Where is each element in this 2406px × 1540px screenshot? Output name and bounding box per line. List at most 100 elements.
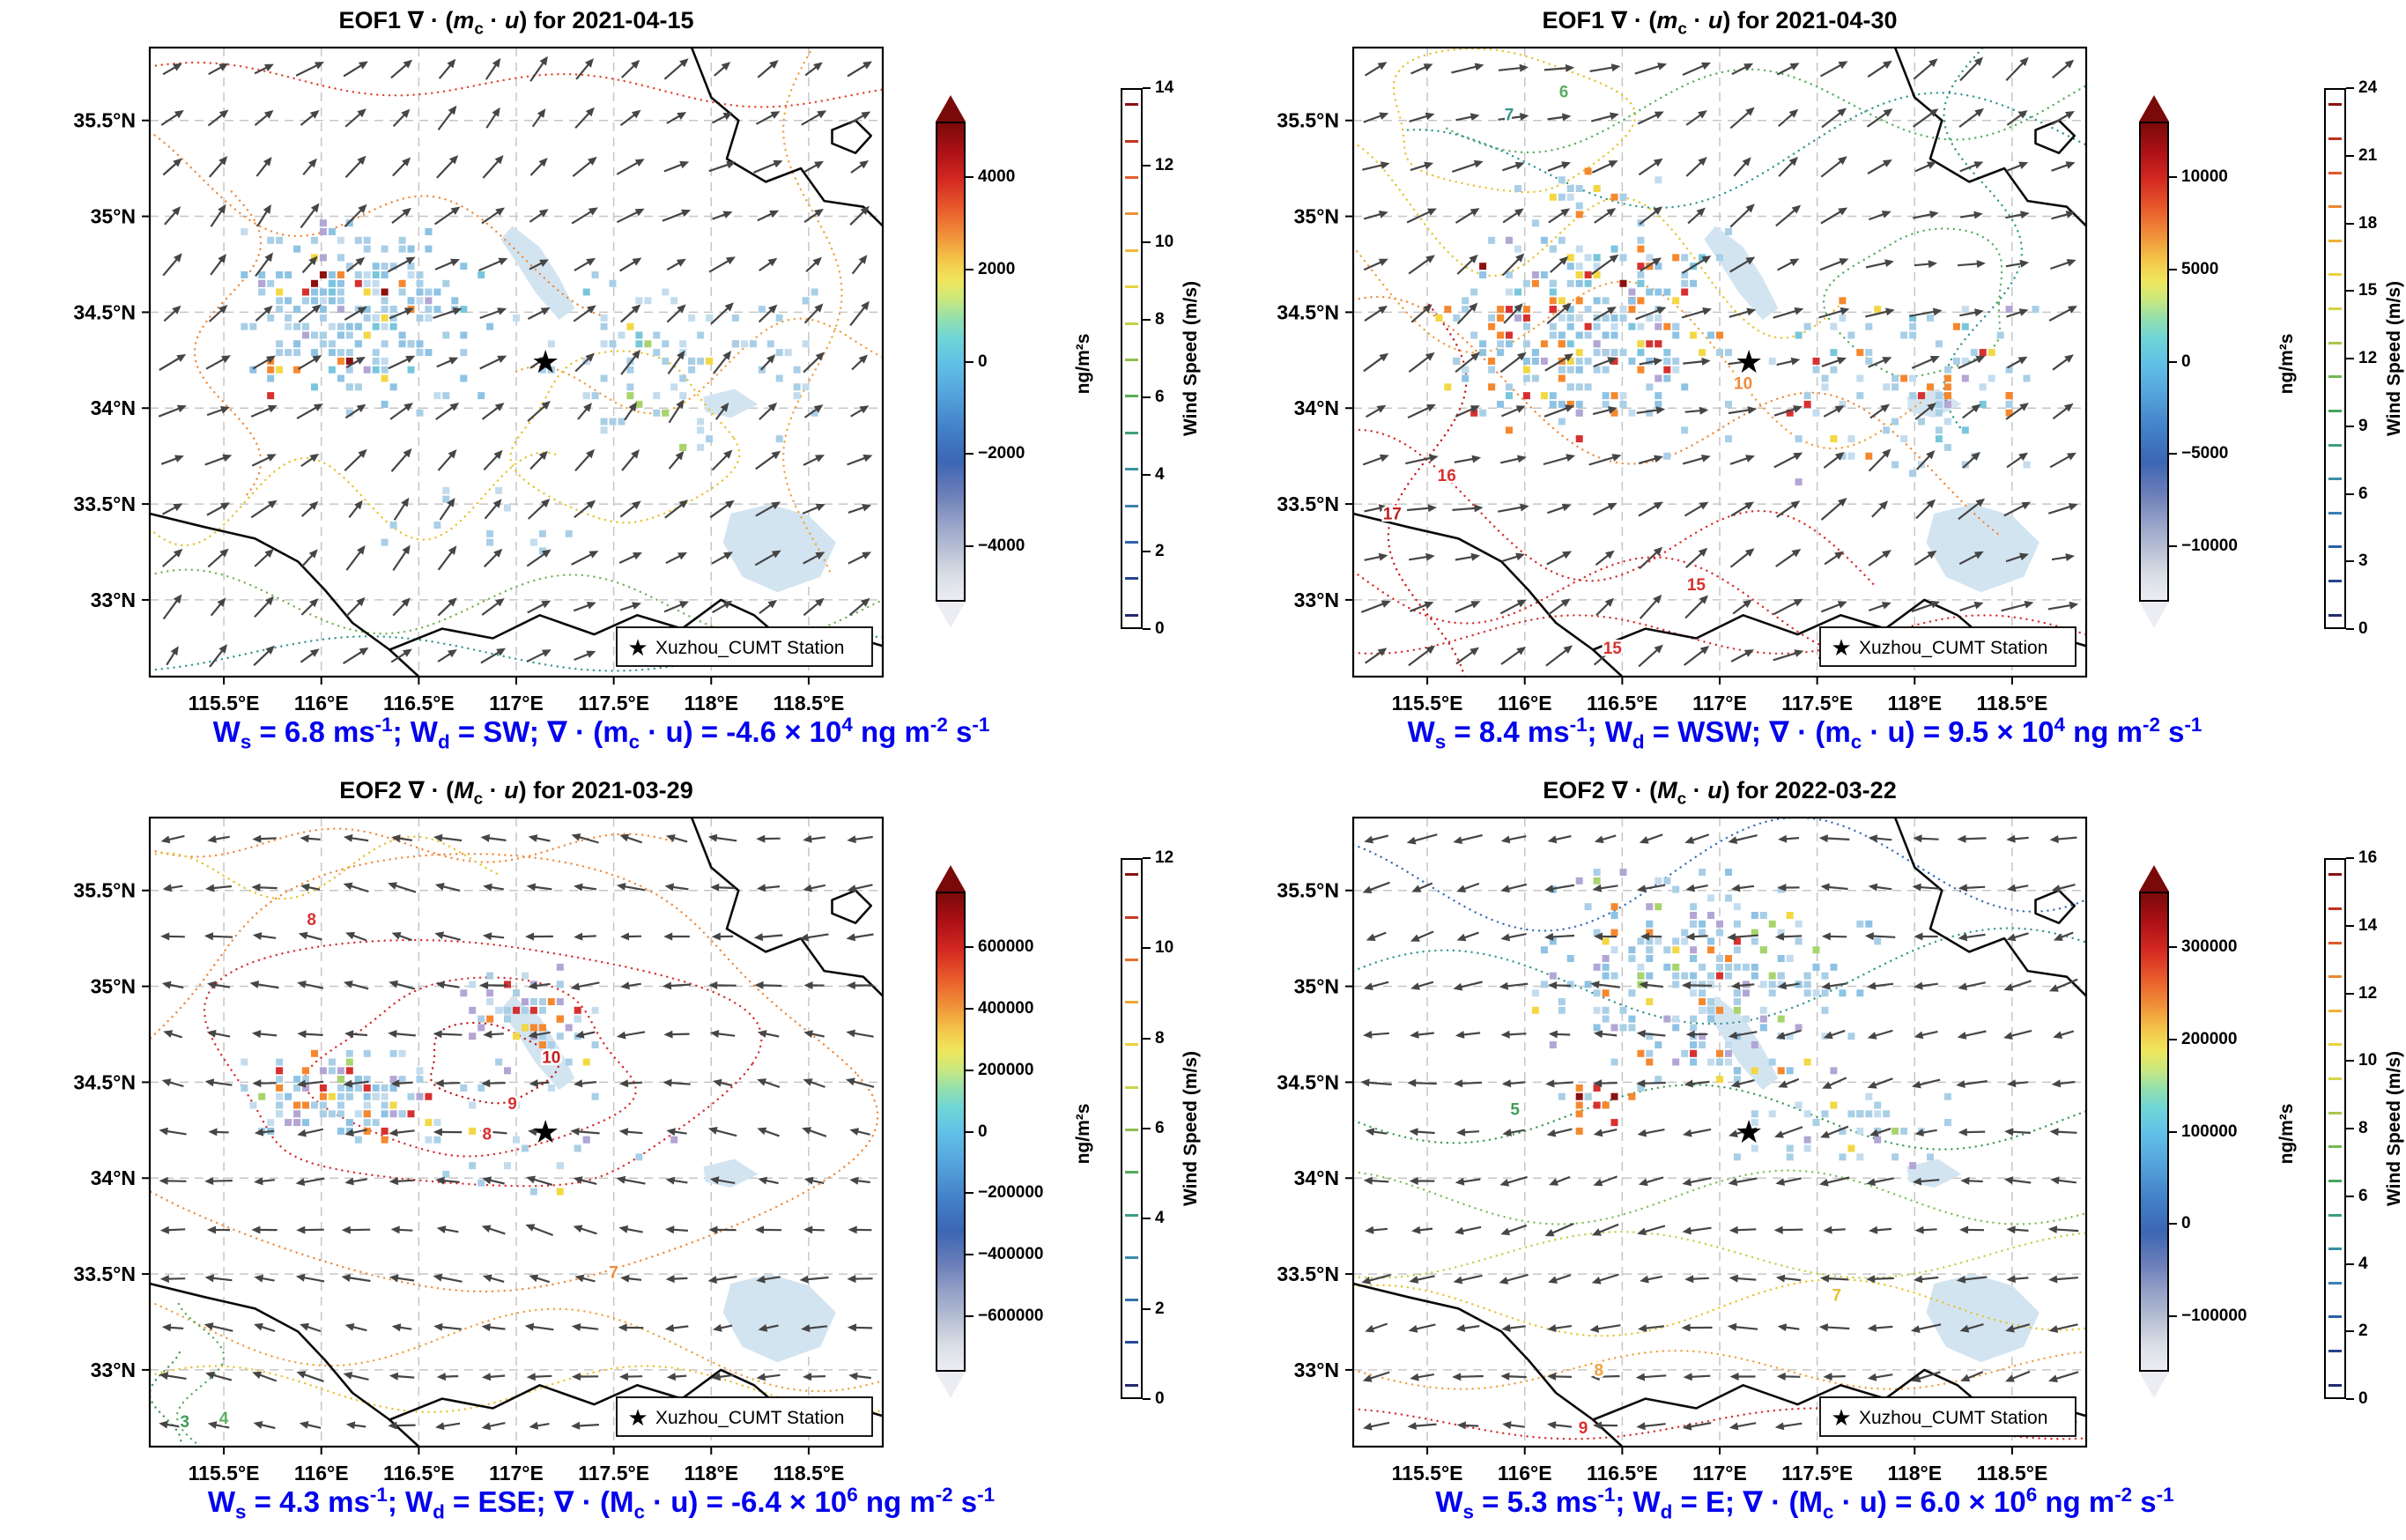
colorbar-unit-label: ng/m²s (2276, 1103, 2297, 1165)
windspeed-colorbar-label: Wind Speed (m/s) (2384, 281, 2404, 436)
windspeed-contour-layer (1353, 818, 2086, 1440)
windspeed-tick-label: 0 (1155, 619, 1165, 638)
windspeed-tick: 21 (2346, 146, 2377, 166)
colorbar-tick: −2000 (966, 444, 1025, 463)
x-tick-label: 116.5°E (383, 692, 455, 714)
windspeed-level-line (1125, 915, 1138, 919)
windspeed-colorbar: 12 10 8 6 4 2 0 Wind Speed (m/s) (1121, 848, 1202, 1408)
windspeed-tick: 12 (1143, 848, 1173, 868)
grid-layer (1353, 48, 2086, 677)
windspeed-tick-label: 10 (2358, 1051, 2378, 1070)
windspeed-tick: 10 (2346, 1051, 2377, 1070)
x-tick-label: 117°E (489, 692, 544, 714)
windspeed-tick: 15 (2346, 281, 2377, 300)
windspeed-tick: 0 (2346, 619, 2368, 639)
contour-label: 8 (1595, 1362, 1604, 1381)
colorbar-upper-arrow-icon (936, 95, 966, 122)
windspeed-tick: 0 (2346, 1389, 2368, 1409)
windspeed-level-line (1125, 1171, 1138, 1174)
colorbar-upper-arrow-icon (2139, 95, 2169, 122)
windspeed-colorbar-ticks: 12 10 8 6 4 2 0 (1143, 848, 1196, 1408)
windspeed-tick-label: 8 (2358, 1119, 2368, 1137)
windspeed-level-line (2328, 273, 2342, 277)
windspeed-tick-label: 4 (2358, 1254, 2368, 1273)
windspeed-level-line (1125, 873, 1138, 877)
colorbar-gradient (936, 892, 966, 1372)
windspeed-level-line (2328, 1179, 2342, 1182)
colorbar-ticks: 4000 2000 0 −2000 −4000 (966, 122, 1098, 602)
windspeed-level-line (2328, 907, 2342, 910)
windspeed-level-line (1125, 1001, 1138, 1004)
windspeed-tick: 24 (2346, 78, 2377, 98)
windspeed-level-line (1125, 1085, 1138, 1089)
windspeed-tick-label: 6 (1155, 1119, 1165, 1137)
windspeed-tick: 12 (2346, 984, 2377, 1003)
panel-title: EOF1 ∇ · (mc · u) for 2021-04-30 (1542, 7, 1898, 39)
divergence-colorbar: 600000 400000 200000 0 −200000 −400000 −600000… (936, 865, 1121, 1403)
x-tick-label: 118.5°E (1977, 1462, 2048, 1484)
windspeed-level-line (2328, 580, 2342, 583)
windspeed-level-line (1125, 958, 1138, 961)
windspeed-level-line (1125, 1341, 1138, 1344)
windspeed-tick: 6 (2346, 485, 2368, 504)
windspeed-level-line (1125, 1213, 1138, 1217)
windspeed-tick: 4 (2346, 1255, 2368, 1274)
windspeed-tick-label: 10 (1155, 233, 1174, 252)
contour-label: 10 (542, 1049, 560, 1068)
y-tick-label: 35.5°N (1277, 109, 1339, 132)
windspeed-level-line (2328, 1315, 2342, 1319)
x-tick-label: 118°E (1887, 1462, 1942, 1484)
windspeed-tick-label: 4 (1155, 1209, 1165, 1228)
colorbar-tick-label: −4000 (978, 537, 1025, 556)
x-tick-label: 118.5°E (774, 692, 845, 714)
legend-star-icon: ★ (627, 634, 648, 661)
legend: ★ Xuzhou_CUMT Station (1819, 1396, 2077, 1437)
y-tick-label: 35°N (91, 205, 136, 228)
contour-label: 6 (1559, 84, 1569, 102)
windspeed-tick-label: 9 (2358, 416, 2368, 435)
colorbar-unit-label: ng/m²s (2276, 333, 2297, 395)
contour-label: 7 (1832, 1287, 1842, 1306)
windspeed-level-line (1125, 431, 1138, 434)
colorbar-tick: 200000 (966, 1061, 1033, 1080)
axis-layer: 115.5°E 116°E 116.5°E 117°E 117.5°E 118°E 118.… (1277, 879, 2047, 1484)
windspeed-tick: 4 (1143, 465, 1165, 485)
axis-layer: 115.5°E 116°E 116.5°E 117°E 117.5°E 118°E 118.… (73, 109, 844, 714)
station-star-icon: ★ (531, 344, 559, 380)
colorbar-lower-arrow-icon (2139, 1372, 2169, 1398)
windspeed-tick: 9 (2346, 417, 2368, 436)
colorbar-tick-label: 0 (978, 1122, 988, 1141)
legend-station-label: Xuzhou_CUMT Station (655, 1408, 844, 1428)
colorbar-tick-label: −100000 (2181, 1307, 2247, 1326)
windspeed-level-line (2328, 1077, 2342, 1081)
contour-label: 15 (1603, 640, 1623, 658)
windspeed-level-line (2328, 443, 2342, 447)
map-panel: EOF2 ∇ · (Mc · u) for 2022-03-22 5 7 8 9 ★ 11… (1203, 770, 2406, 1540)
windspeed-level-line (1125, 248, 1138, 252)
windspeed-level-line (2328, 511, 2342, 515)
colorbar-tick: −4000 (966, 537, 1025, 556)
axis-layer: 115.5°E 116°E 116.5°E 117°E 117.5°E 118°E 118.… (1277, 109, 2047, 714)
contour-label: 7 (609, 1263, 618, 1282)
y-tick-label: 34°N (91, 1166, 136, 1189)
colorbar-tick: 200000 (2169, 1030, 2237, 1049)
windspeed-level-line (1125, 540, 1138, 544)
windspeed-tick-label: 16 (2358, 848, 2378, 867)
windspeed-colorbar-ticks: 24 21 18 15 12 9 6 3 0 (2346, 78, 2399, 638)
colorbar-unit-label: ng/m²s (1073, 1103, 1093, 1165)
x-tick-label: 115.5°E (1392, 692, 1463, 714)
y-tick-label: 34°N (1294, 1166, 1339, 1189)
colorbar-lower-arrow-icon (2139, 602, 2169, 628)
lakes-layer (500, 226, 836, 593)
windspeed-colorbar: 14 12 10 8 6 4 2 0 Wind Speed (m/s) (1121, 78, 1202, 638)
windspeed-level-line (1125, 285, 1138, 289)
windspeed-tick-label: 0 (2358, 619, 2368, 638)
windspeed-level-line (2328, 1350, 2342, 1353)
windspeed-tick: 6 (2346, 1187, 2368, 1206)
windspeed-tick-label: 14 (2358, 915, 2378, 935)
windspeed-level-line (1125, 1383, 1138, 1387)
windspeed-level-line (2328, 975, 2342, 979)
y-tick-label: 33.5°N (73, 1262, 136, 1285)
windspeed-tick: 8 (2346, 1119, 2368, 1138)
colorbar-tick-label: −2000 (978, 444, 1025, 463)
